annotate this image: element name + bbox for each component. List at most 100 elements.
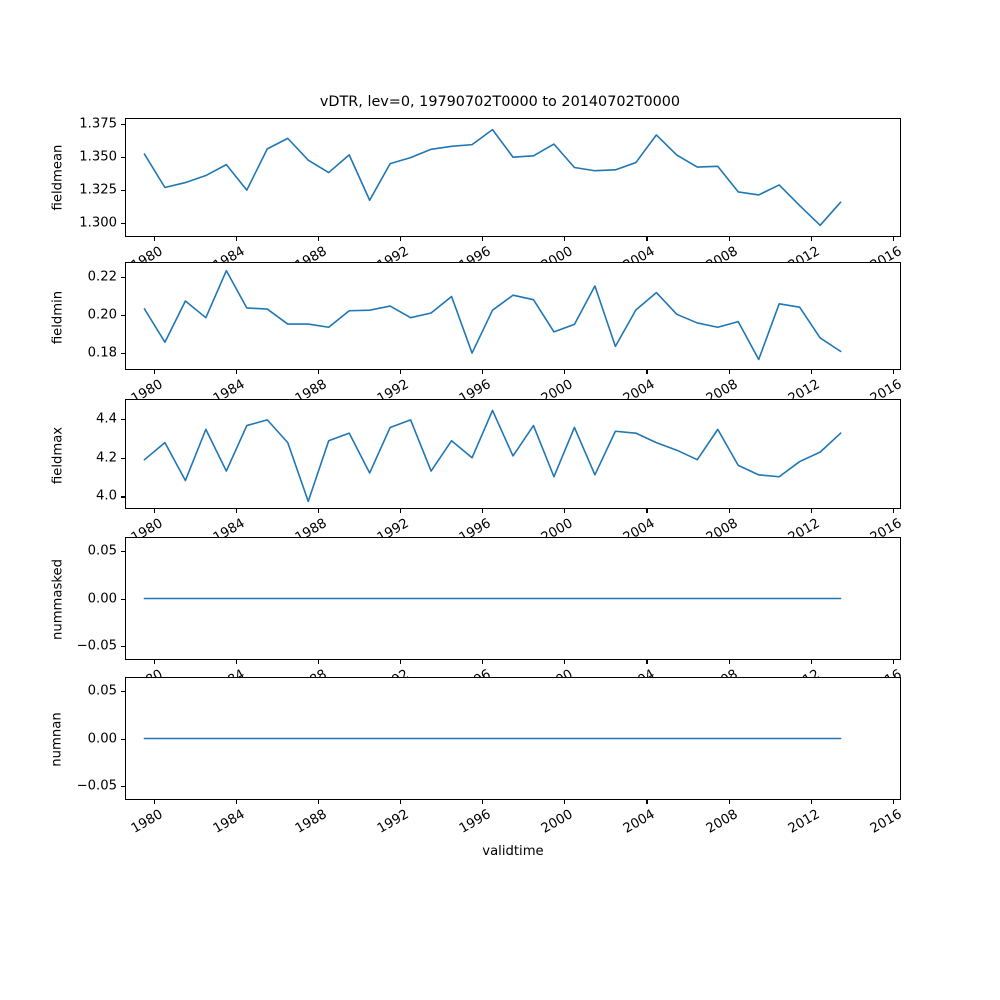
x-tick-mark [892,800,894,804]
x-tick-mark [810,800,812,804]
x-tick-mark [482,370,484,374]
x-tick-mark [235,800,237,804]
y-tick-mark [121,190,125,192]
x-tick-mark [235,660,237,664]
x-tick-mark [892,660,894,664]
x-tick-mark [400,660,402,664]
x-tick-mark [892,370,894,374]
y-tick-mark [121,315,125,317]
x-tick-mark [235,509,237,513]
x-tick-mark [646,509,648,513]
series-fieldmin [126,263,900,369]
x-tick-mark [153,660,155,664]
x-tick-mark [728,660,730,664]
y-tick-mark [121,123,125,126]
x-tick-mark [153,800,155,804]
y-tick-mark [121,157,125,159]
y-tick-mark [121,691,125,693]
x-tick-mark [728,237,730,241]
y-tick-mark [121,276,125,278]
axes-frame-nummasked [125,537,901,660]
x-tick-mark [153,370,155,374]
x-tick-mark [482,237,484,241]
x-tick-mark [317,800,320,804]
y-tick-mark [121,738,125,740]
y-tick-mark [121,645,125,647]
axes-frame-fieldmin [125,262,901,370]
y-tick-mark [121,457,125,459]
y-tick-label: 4.2 [96,450,117,466]
x-tick-mark [400,237,402,241]
x-tick-mark [892,509,894,513]
y-tick-mark [121,496,125,498]
y-tick-label: 1.350 [79,149,117,165]
x-tick-mark [153,509,155,513]
x-tick-mark [482,660,484,664]
figure-title: vDTR, lev=0, 19790702T0000 to 20140702T0… [319,94,681,110]
x-tick-mark [728,370,730,374]
x-tick-mark [810,370,812,374]
x-tick-mark [564,370,566,374]
x-tick-mark [810,237,812,241]
x-tick-mark [810,660,812,664]
xlabel-validtime: validtime [482,844,544,859]
y-tick-label: −0.05 [76,638,117,654]
axes-frame-fieldmax [125,399,901,509]
y-tick-label: 0.05 [87,543,117,559]
y-tick-mark [121,419,125,421]
y-tick-mark [121,785,125,787]
axes-frame-numnan [125,677,901,800]
axes-frame-fieldmean [125,118,901,237]
x-tick-mark [564,800,566,804]
x-tick-mark [317,660,320,664]
x-tick-mark [728,509,730,513]
x-tick-mark [564,509,566,513]
x-tick-mark [317,237,320,241]
y-tick-label: 4.0 [96,488,117,504]
x-tick-mark [317,370,320,374]
x-tick-mark [400,800,402,804]
series-fieldmax [126,400,900,508]
y-tick-mark [121,223,125,225]
series-nummasked [126,538,900,659]
x-tick-mark [400,509,402,513]
y-tick-mark [121,598,125,600]
y-tick-label: 0.05 [87,683,117,699]
y-tick-label: 1.375 [79,116,117,132]
x-tick-mark [564,660,566,664]
x-tick-mark [400,370,402,374]
y-tick-label: −0.05 [76,778,117,794]
x-tick-mark [317,509,320,513]
x-tick-mark [646,370,648,374]
y-tick-label: 1.325 [79,182,117,198]
x-tick-mark [482,509,484,513]
x-tick-mark [646,237,648,241]
y-tick-label: 0.22 [87,269,117,285]
x-tick-mark [235,237,237,241]
x-tick-mark [646,660,648,664]
x-tick-mark [482,800,484,804]
x-tick-mark [728,800,730,804]
x-tick-mark [153,237,155,241]
x-tick-mark [810,509,812,513]
series-numnan [126,678,900,799]
y-tick-label: 0.00 [87,591,117,606]
y-tick-mark [121,551,125,553]
x-tick-mark [564,237,566,241]
series-fieldmean [126,119,900,236]
y-tick-mark [121,353,125,355]
y-tick-label: 0.20 [87,307,117,323]
y-tick-label: 0.18 [87,345,117,361]
x-tick-mark [235,370,237,374]
y-tick-label: 0.00 [87,731,117,746]
x-tick-mark [646,800,648,804]
y-tick-label: 1.300 [79,215,117,231]
x-tick-mark [892,237,894,241]
y-tick-label: 4.4 [96,411,117,427]
